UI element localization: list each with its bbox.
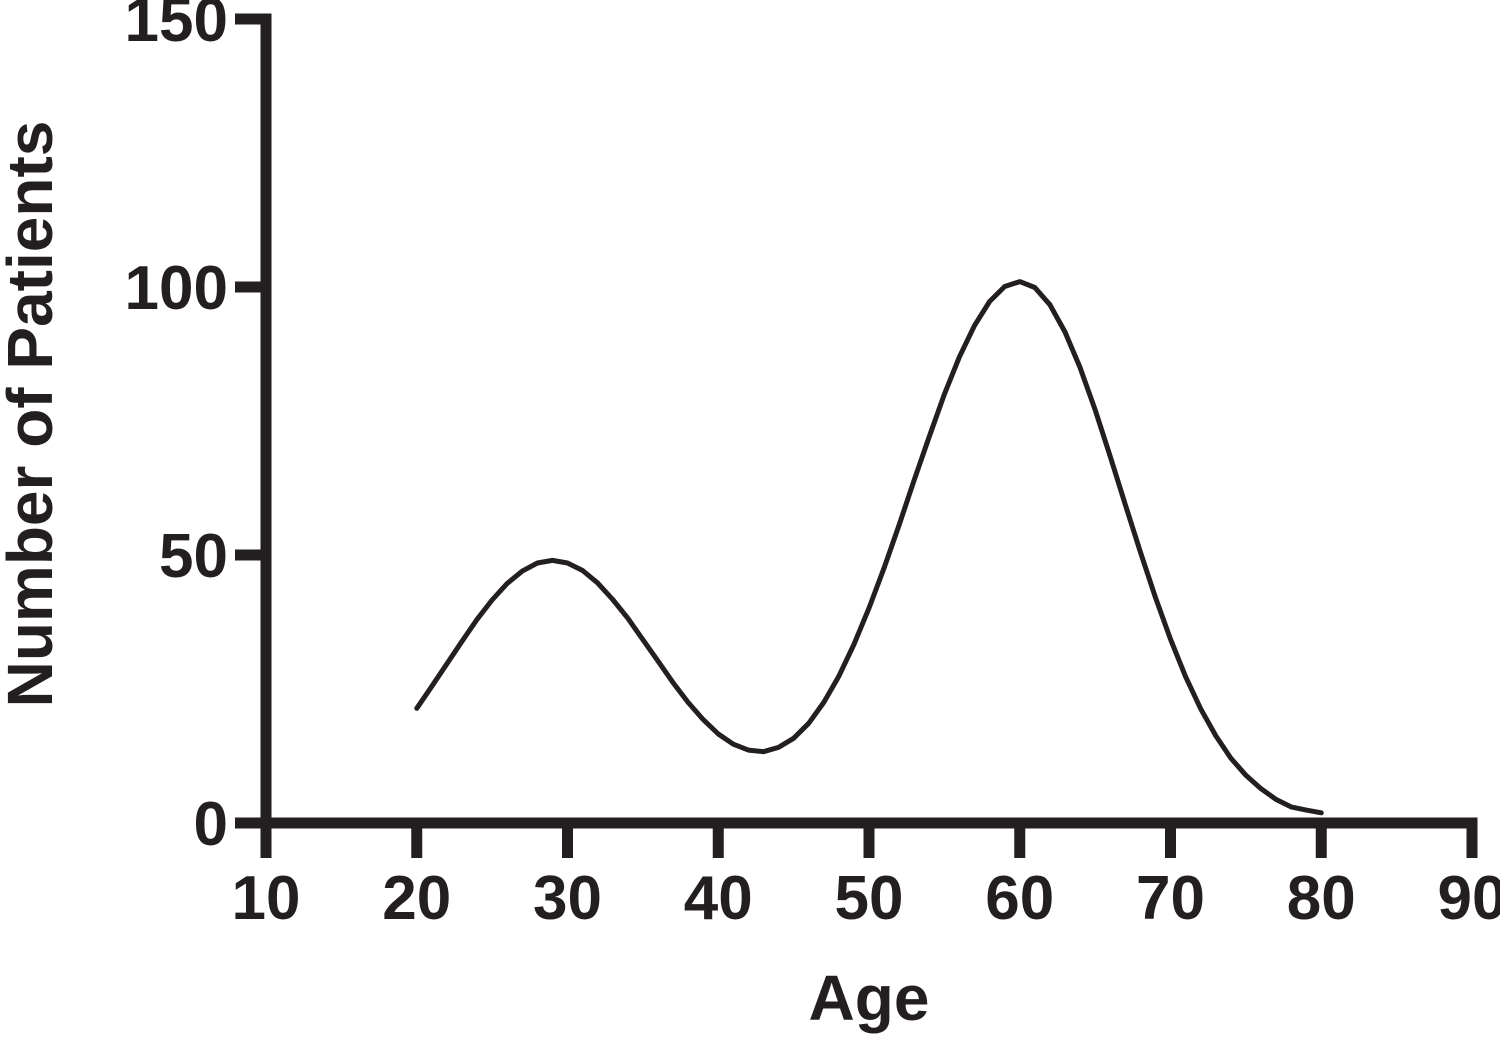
axis-lines xyxy=(260,13,1478,829)
x-tick-label: 60 xyxy=(985,864,1054,933)
tick-labels: 0 50 100 150 10 20 30 40 50 60 70 80 90 xyxy=(125,0,1500,933)
x-tick-label: 10 xyxy=(232,864,301,933)
axes xyxy=(235,13,1478,858)
y-axis-title: Number of Patients xyxy=(0,121,66,708)
x-tick-label: 30 xyxy=(533,864,602,933)
x-tick-label: 50 xyxy=(835,864,904,933)
x-tick-label: 20 xyxy=(382,864,451,933)
x-tick-label: 70 xyxy=(1136,864,1205,933)
y-tick-label: 100 xyxy=(125,254,228,323)
x-tick-label: 90 xyxy=(1438,864,1500,933)
x-tick-label: 80 xyxy=(1287,864,1356,933)
patient-count-curve xyxy=(414,279,1324,816)
x-axis-title: Age xyxy=(809,962,930,1034)
x-tick-label: 40 xyxy=(684,864,753,933)
y-tick-label: 0 xyxy=(194,790,228,859)
y-tick-label: 150 xyxy=(125,0,228,55)
y-tick-label: 50 xyxy=(159,522,228,591)
